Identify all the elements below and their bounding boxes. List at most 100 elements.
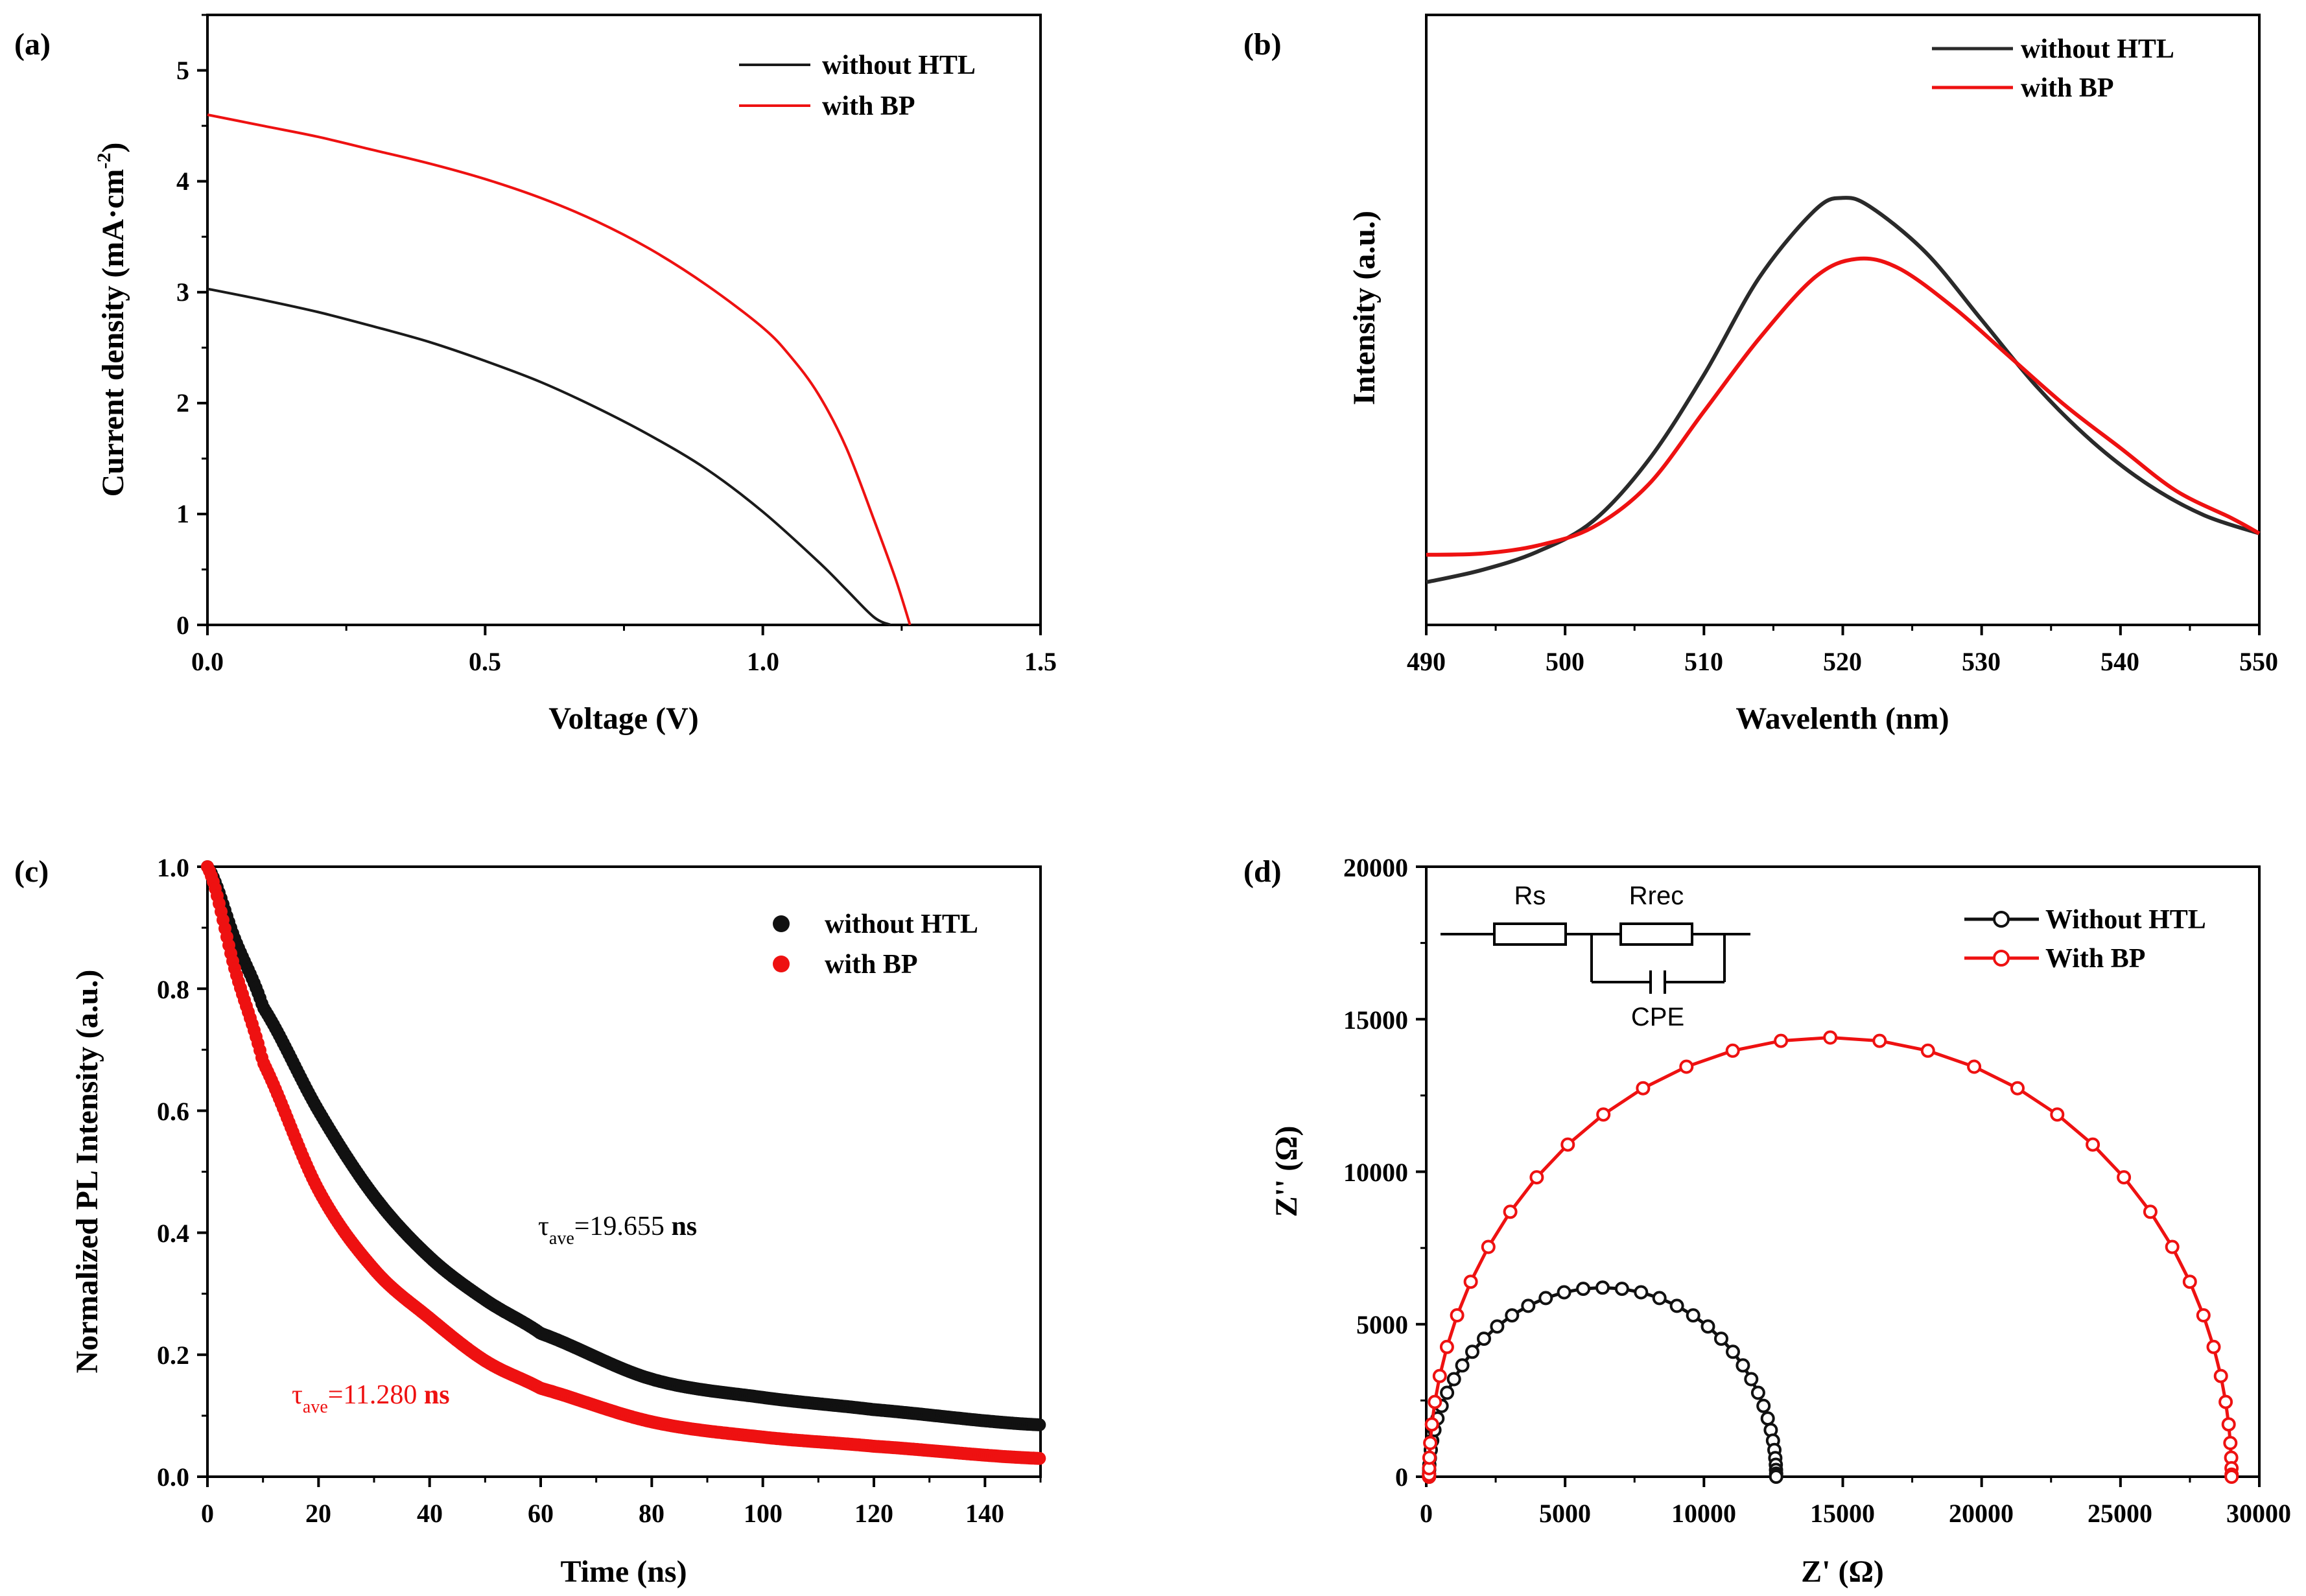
panel-c-xtick-label: 40 [417, 1499, 443, 1528]
panel-a-ytick-label: 1 [176, 499, 189, 528]
data-point [2223, 1436, 2238, 1450]
data-point [1529, 1170, 1544, 1185]
data-point [1424, 1417, 1439, 1432]
panel-a-ylabel-main: Current density (mA·cm [96, 169, 130, 497]
panel-b-xtick-label: 550 [2239, 647, 2278, 676]
data-point [1490, 1319, 1505, 1334]
data-point [1920, 1043, 1935, 1058]
panel-b-xlabel: Wavelenth (nm) [1735, 701, 1949, 736]
data-point [1455, 1358, 1470, 1373]
panel-a-ylabel-sup: -2 [93, 153, 115, 169]
panel-c-series [201, 860, 1046, 1465]
panel-a-ytick-label: 5 [176, 56, 189, 85]
series-with-bp [1422, 1030, 2239, 1484]
data-point [1505, 1308, 1520, 1323]
data-point [1428, 1394, 1442, 1409]
tau-subscript: ave [303, 1397, 328, 1417]
series-line-with-bp [1426, 256, 2261, 557]
data-point [1422, 1450, 1437, 1465]
data-point [1744, 1372, 1759, 1387]
panel-c: (c) 0 20 40 60 80 100 120 140 0.0 0.2 0.… [14, 853, 1046, 1589]
panel-b: (b) 490 500 510 520 530 540 550 Wavelent… [1243, 14, 2278, 736]
series-without-htl [1422, 1280, 1783, 1484]
tau-value: =11.280 [328, 1380, 424, 1410]
panel-a-ticks [197, 14, 1042, 635]
data-point [1614, 1282, 1629, 1297]
data-point [2117, 1170, 2132, 1185]
data-point [1700, 1319, 1715, 1334]
data-point [1750, 1385, 1765, 1400]
data-point [1557, 1285, 1571, 1300]
series-line [1427, 1035, 2233, 1477]
data-point [1481, 1239, 1496, 1254]
panel-b-label: (b) [1243, 27, 1282, 62]
data-point [1636, 1081, 1651, 1096]
data-point [2224, 1470, 2239, 1484]
data-point [1432, 1368, 1447, 1383]
panel-b-xtick-label: 510 [1684, 647, 1723, 676]
series-with-bp [201, 860, 1046, 1465]
panel-d-xtick-label: 25000 [2088, 1499, 2152, 1528]
data-point [1652, 1291, 1667, 1306]
data-point [1634, 1285, 1649, 1300]
panel-d-ytick-label: 15000 [1343, 1005, 1408, 1035]
data-point [1538, 1291, 1553, 1306]
legend-label: with BP [2021, 73, 2114, 103]
panel-a-ylabel-close: ) [96, 143, 130, 153]
panel-a-ytick-label: 4 [176, 167, 189, 196]
tau-symbol: τ [292, 1380, 303, 1410]
panel-d-xlabel: Z' (Ω) [1801, 1555, 1884, 1589]
panel-a-ytick-label: 3 [176, 277, 189, 307]
panel-d-ytick-label: 20000 [1343, 853, 1408, 882]
legend-label: without HTL [825, 909, 978, 939]
data-point [1446, 1372, 1461, 1387]
panel-d-xtick-label: 10000 [1671, 1499, 1736, 1528]
panel-d-series [1422, 1030, 2239, 1484]
data-point [2050, 1107, 2065, 1122]
data-point [1872, 1033, 1887, 1048]
data-point [1725, 1043, 1740, 1058]
panel-a-label: (a) [14, 27, 51, 62]
panel-b-xtick-label: 520 [1823, 647, 1862, 676]
panel-d-ytick-label: 0 [1395, 1462, 1408, 1492]
legend-label: With BP [2045, 944, 2145, 974]
data-point [2196, 1308, 2211, 1322]
legend-label: Without HTL [2045, 905, 2206, 935]
panel-d-xtick-label: 0 [1420, 1499, 1433, 1528]
panel-a-series [207, 113, 912, 626]
panel-a-xtick-label: 0.0 [191, 647, 224, 676]
panel-d-xtick-label: 15000 [1810, 1499, 1875, 1528]
data-point [2221, 1417, 2236, 1432]
panel-b-frame [1425, 14, 2261, 626]
tau-value: =19.655 [574, 1212, 672, 1241]
panel-d-ylabel: Z'' (Ω) [1269, 1125, 1304, 1217]
panel-b-xtick-label: 490 [1407, 647, 1446, 676]
panel-a-frame [206, 14, 1042, 626]
data-point [1440, 1385, 1455, 1400]
panel-d-ytick-label: 5000 [1356, 1310, 1408, 1339]
panel-b-series [1426, 196, 2261, 585]
data-point [1439, 1339, 1454, 1354]
data-point [1679, 1059, 1694, 1074]
panel-a-ytick-label: 2 [176, 388, 189, 417]
data-point [1595, 1280, 1610, 1295]
panel-c-xtick-label: 140 [965, 1499, 1004, 1528]
data-point [1477, 1332, 1491, 1346]
panel-d-xtick-label: 30000 [2226, 1499, 2291, 1528]
series-without-htl [201, 860, 1046, 1431]
tau-unit: ns [424, 1380, 450, 1410]
panel-a-ytick-label: 0 [176, 611, 189, 640]
series-line [1427, 1285, 1778, 1477]
panel-c-xtick-label: 60 [528, 1499, 554, 1528]
panel-d: (d) 0 5000 10000 15000 20000 25000 30000… [1243, 853, 2291, 1589]
data-point [1503, 1204, 1518, 1219]
data-point [2218, 1394, 2233, 1409]
tau-annotation-without-htl: τave=19.655 ns [538, 1212, 697, 1249]
data-point [1756, 1398, 1771, 1413]
panel-c-xtick-label: 120 [854, 1499, 893, 1528]
panel-b-ticks [1425, 625, 2261, 635]
series-line-with-bp [207, 113, 912, 626]
panel-b-xtick-label: 530 [1962, 647, 2001, 676]
data-point [1726, 1344, 1740, 1359]
